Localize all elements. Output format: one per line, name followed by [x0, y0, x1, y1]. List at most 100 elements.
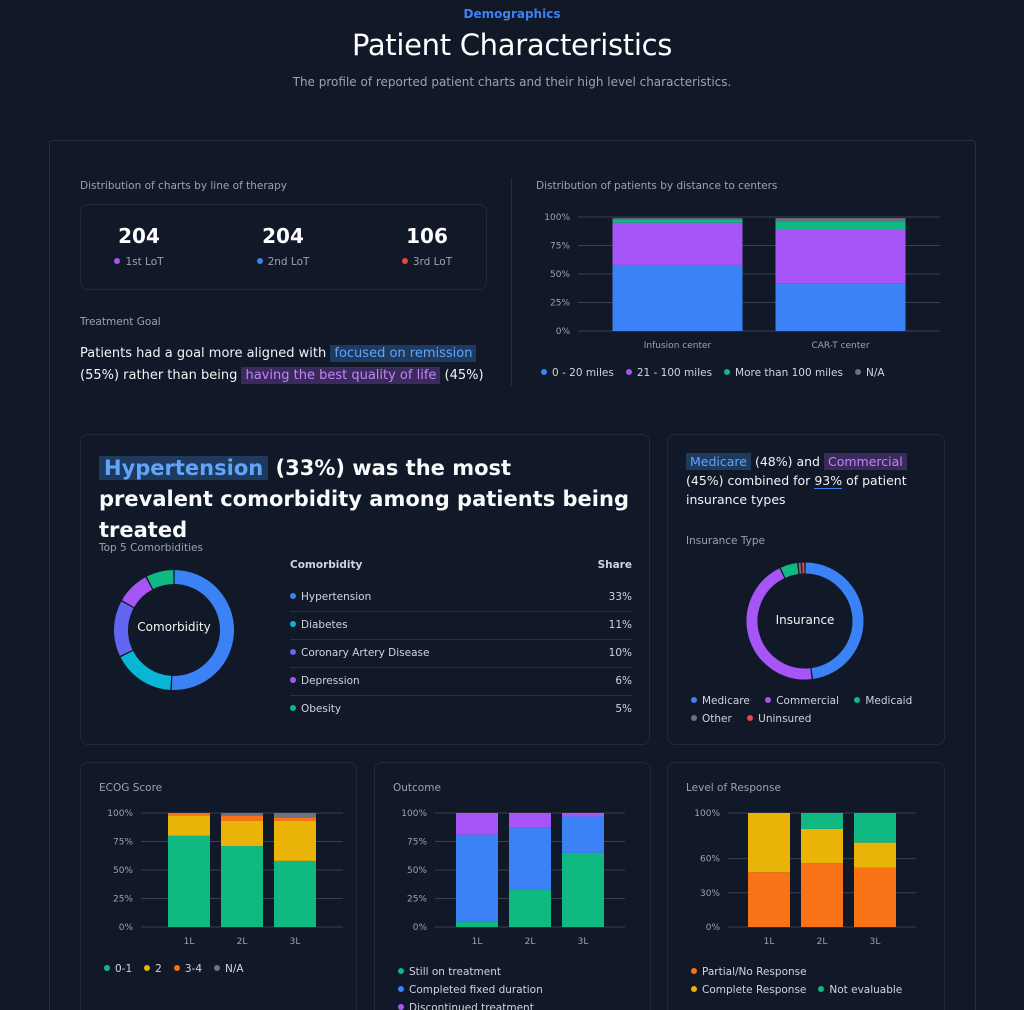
x-tick-label: CAR-T center — [811, 341, 869, 351]
bar-segment — [854, 867, 896, 927]
x-tick-label: 2L — [817, 937, 828, 947]
donut-slice — [780, 563, 799, 578]
legend-item: 2 — [144, 963, 162, 975]
y-tick-label: 50% — [113, 866, 133, 876]
bar-segment — [562, 816, 604, 853]
legend-item: Complete Response — [691, 984, 806, 996]
bar-segment — [612, 219, 743, 223]
comorbidity-donut — [114, 570, 234, 690]
bar-segment — [221, 815, 263, 821]
bar-segment — [509, 813, 551, 828]
bar-segment — [221, 813, 263, 816]
legend-dot — [398, 986, 404, 992]
lot-stat-label: 3rd LoT — [367, 256, 487, 268]
y-tick-label: 100% — [401, 809, 427, 819]
legend-dot — [625, 369, 632, 375]
bar-segment — [509, 827, 551, 890]
bar-segment — [854, 842, 896, 868]
response-legend: Partial/No Response Complete Response Not … — [691, 963, 931, 999]
legend-item: Other — [691, 713, 732, 725]
donut-slice — [171, 570, 234, 690]
outer-panel — [49, 140, 976, 1010]
goal-highlight-remission: focused on remission — [330, 345, 477, 362]
bar-segment — [562, 852, 604, 927]
ecog-legend: 0-1 2 3-4 N/A — [104, 963, 344, 975]
y-tick-label: 25% — [113, 895, 133, 905]
y-tick-label: 60% — [700, 855, 720, 865]
x-tick-label: 2L — [237, 937, 248, 947]
legend-dot — [290, 677, 296, 683]
goal-highlight-quality: having the best quality of life — [241, 367, 441, 384]
comorbidity-donut-center: Comorbidity — [137, 620, 211, 634]
legend-item: Commercial — [765, 695, 839, 707]
table-header: Comorbidity Share — [290, 555, 632, 583]
comorbidity-table: Comorbidity Share Hypertension 33% Diabe… — [290, 555, 632, 723]
x-tick-label: 3L — [870, 937, 881, 947]
y-tick-label: 75% — [550, 242, 570, 252]
lot-stat-3: 106 3rd LoT — [367, 224, 487, 268]
y-tick-label: 50% — [407, 866, 427, 876]
bar-segment — [775, 218, 906, 222]
legend-dot — [114, 258, 121, 264]
bar-segment — [612, 222, 743, 265]
bar-segment — [221, 820, 263, 847]
legend-item: 3-4 — [173, 963, 202, 975]
bar-segment — [456, 813, 498, 835]
donut-slice — [746, 568, 812, 680]
lot-stat-value: 204 — [262, 224, 304, 248]
insurance-highlight-commercial: Commercial — [823, 453, 907, 470]
bar-segment — [748, 872, 790, 927]
distance-chart: 0% 25% 50% 75% 100% Infusion center CAR-T cent… — [544, 213, 940, 351]
ecog-label: ECOG Score — [99, 782, 163, 794]
page-title: Patient Characteristics — [351, 28, 673, 62]
legend-dot — [691, 986, 697, 992]
response-chart: 0% 30% 60% 100% 1L 2L 3L — [694, 809, 916, 947]
lot-card — [80, 204, 487, 290]
comorbidity-label: Top 5 Comorbidities — [99, 542, 203, 554]
bar-segment — [274, 860, 316, 927]
insurance-headline: Medicare (48%) and Commercial (45%) comb… — [686, 453, 907, 507]
legend-dot — [214, 965, 220, 971]
legend-item: Not evaluable — [818, 984, 902, 996]
legend-dot — [724, 369, 731, 375]
legend-dot — [173, 965, 180, 971]
outcome-legend: Still on treatment Completed fixed durati… — [398, 963, 638, 1010]
insurance-donut-center: Insurance — [775, 613, 835, 627]
bar-segment — [221, 846, 263, 927]
legend-item: Medicare — [691, 695, 750, 707]
col-share: Share — [597, 559, 632, 571]
legend-dot — [290, 649, 296, 655]
legend-item: N/A — [855, 367, 885, 379]
bar-segment — [562, 813, 604, 817]
bar-segment — [168, 815, 210, 836]
bar-segment — [775, 229, 906, 284]
legend-item: Medicaid — [854, 695, 912, 707]
lot-label: Distribution of charts by line of therap… — [80, 180, 287, 192]
lot-stat-2: 204 2nd LoT — [223, 224, 343, 268]
legend-dot — [691, 968, 697, 974]
bar-segment — [612, 264, 743, 331]
bar-segment — [775, 283, 906, 331]
comorbidity-highlight: Hypertension — [99, 456, 269, 480]
bar-segment — [274, 820, 316, 861]
y-tick-label: 25% — [407, 895, 427, 905]
donut-slice — [120, 650, 172, 690]
legend-item: 0-1 — [104, 963, 132, 975]
goal-text: Patients had a goal more aligned with fo… — [80, 345, 484, 384]
y-tick-label: 100% — [544, 213, 570, 223]
bar-segment — [456, 921, 498, 927]
legend-dot — [855, 369, 861, 375]
y-tick-label: 100% — [107, 809, 133, 819]
x-tick-label: 3L — [578, 937, 589, 947]
donut-slice — [114, 601, 134, 656]
insurance-donut — [746, 562, 864, 680]
legend-item: Still on treatment — [398, 966, 501, 978]
lot-stat-value: 204 — [118, 224, 160, 248]
bar-segment — [509, 889, 551, 927]
table-row: Diabetes 11% — [290, 610, 632, 639]
col-comorbidity: Comorbidity — [290, 559, 363, 571]
legend-item: 21 - 100 miles — [625, 367, 712, 379]
x-tick-label: 1L — [472, 937, 483, 947]
legend-item: Partial/No Response — [691, 966, 807, 978]
lot-stat-label: 2nd LoT — [223, 256, 343, 268]
